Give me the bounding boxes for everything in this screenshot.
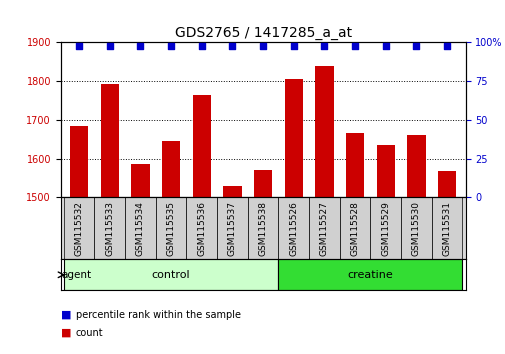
FancyBboxPatch shape <box>309 198 339 259</box>
Point <box>381 43 389 48</box>
Bar <box>284 79 302 197</box>
FancyBboxPatch shape <box>156 198 186 259</box>
Text: GSM115527: GSM115527 <box>319 201 328 256</box>
FancyBboxPatch shape <box>370 198 400 259</box>
Bar <box>192 95 211 197</box>
Bar <box>70 126 88 197</box>
Text: GSM115538: GSM115538 <box>258 201 267 256</box>
Point <box>259 43 267 48</box>
FancyBboxPatch shape <box>64 259 278 290</box>
Text: creatine: creatine <box>347 270 392 280</box>
Text: GSM115534: GSM115534 <box>136 201 144 256</box>
FancyBboxPatch shape <box>247 198 278 259</box>
Bar <box>315 66 333 197</box>
FancyBboxPatch shape <box>217 198 247 259</box>
Bar <box>162 141 180 197</box>
Point <box>320 43 328 48</box>
Text: count: count <box>76 328 104 338</box>
Bar <box>223 186 241 197</box>
Text: GSM115526: GSM115526 <box>289 201 297 256</box>
Text: GSM115531: GSM115531 <box>442 201 451 256</box>
Text: percentile rank within the sample: percentile rank within the sample <box>76 310 240 320</box>
Text: GSM115535: GSM115535 <box>166 201 175 256</box>
Text: ■: ■ <box>61 328 71 338</box>
Point <box>106 43 114 48</box>
Text: GSM115537: GSM115537 <box>228 201 236 256</box>
Point <box>136 43 144 48</box>
Text: GSM115532: GSM115532 <box>74 201 83 256</box>
Point <box>289 43 297 48</box>
FancyBboxPatch shape <box>400 198 431 259</box>
FancyBboxPatch shape <box>278 259 462 290</box>
Text: ■: ■ <box>61 310 71 320</box>
Bar <box>345 133 364 197</box>
Text: agent: agent <box>61 270 91 280</box>
FancyBboxPatch shape <box>278 198 309 259</box>
Bar <box>437 171 456 197</box>
FancyBboxPatch shape <box>186 198 217 259</box>
Bar <box>254 170 272 197</box>
Point <box>412 43 420 48</box>
FancyBboxPatch shape <box>94 198 125 259</box>
Point <box>167 43 175 48</box>
Text: GSM115533: GSM115533 <box>105 201 114 256</box>
Point <box>442 43 450 48</box>
Bar <box>407 135 425 197</box>
Bar <box>100 84 119 197</box>
Point <box>75 43 83 48</box>
FancyBboxPatch shape <box>125 198 156 259</box>
Point <box>228 43 236 48</box>
FancyBboxPatch shape <box>431 198 462 259</box>
Text: control: control <box>152 270 190 280</box>
Point <box>350 43 359 48</box>
Bar <box>131 165 149 197</box>
Text: GSM115528: GSM115528 <box>350 201 359 256</box>
FancyBboxPatch shape <box>339 198 370 259</box>
Text: GSM115529: GSM115529 <box>381 201 389 256</box>
Point <box>197 43 206 48</box>
Text: GSM115536: GSM115536 <box>197 201 206 256</box>
Title: GDS2765 / 1417285_a_at: GDS2765 / 1417285_a_at <box>174 26 351 40</box>
Bar <box>376 145 394 197</box>
Text: GSM115530: GSM115530 <box>411 201 420 256</box>
FancyBboxPatch shape <box>64 198 94 259</box>
